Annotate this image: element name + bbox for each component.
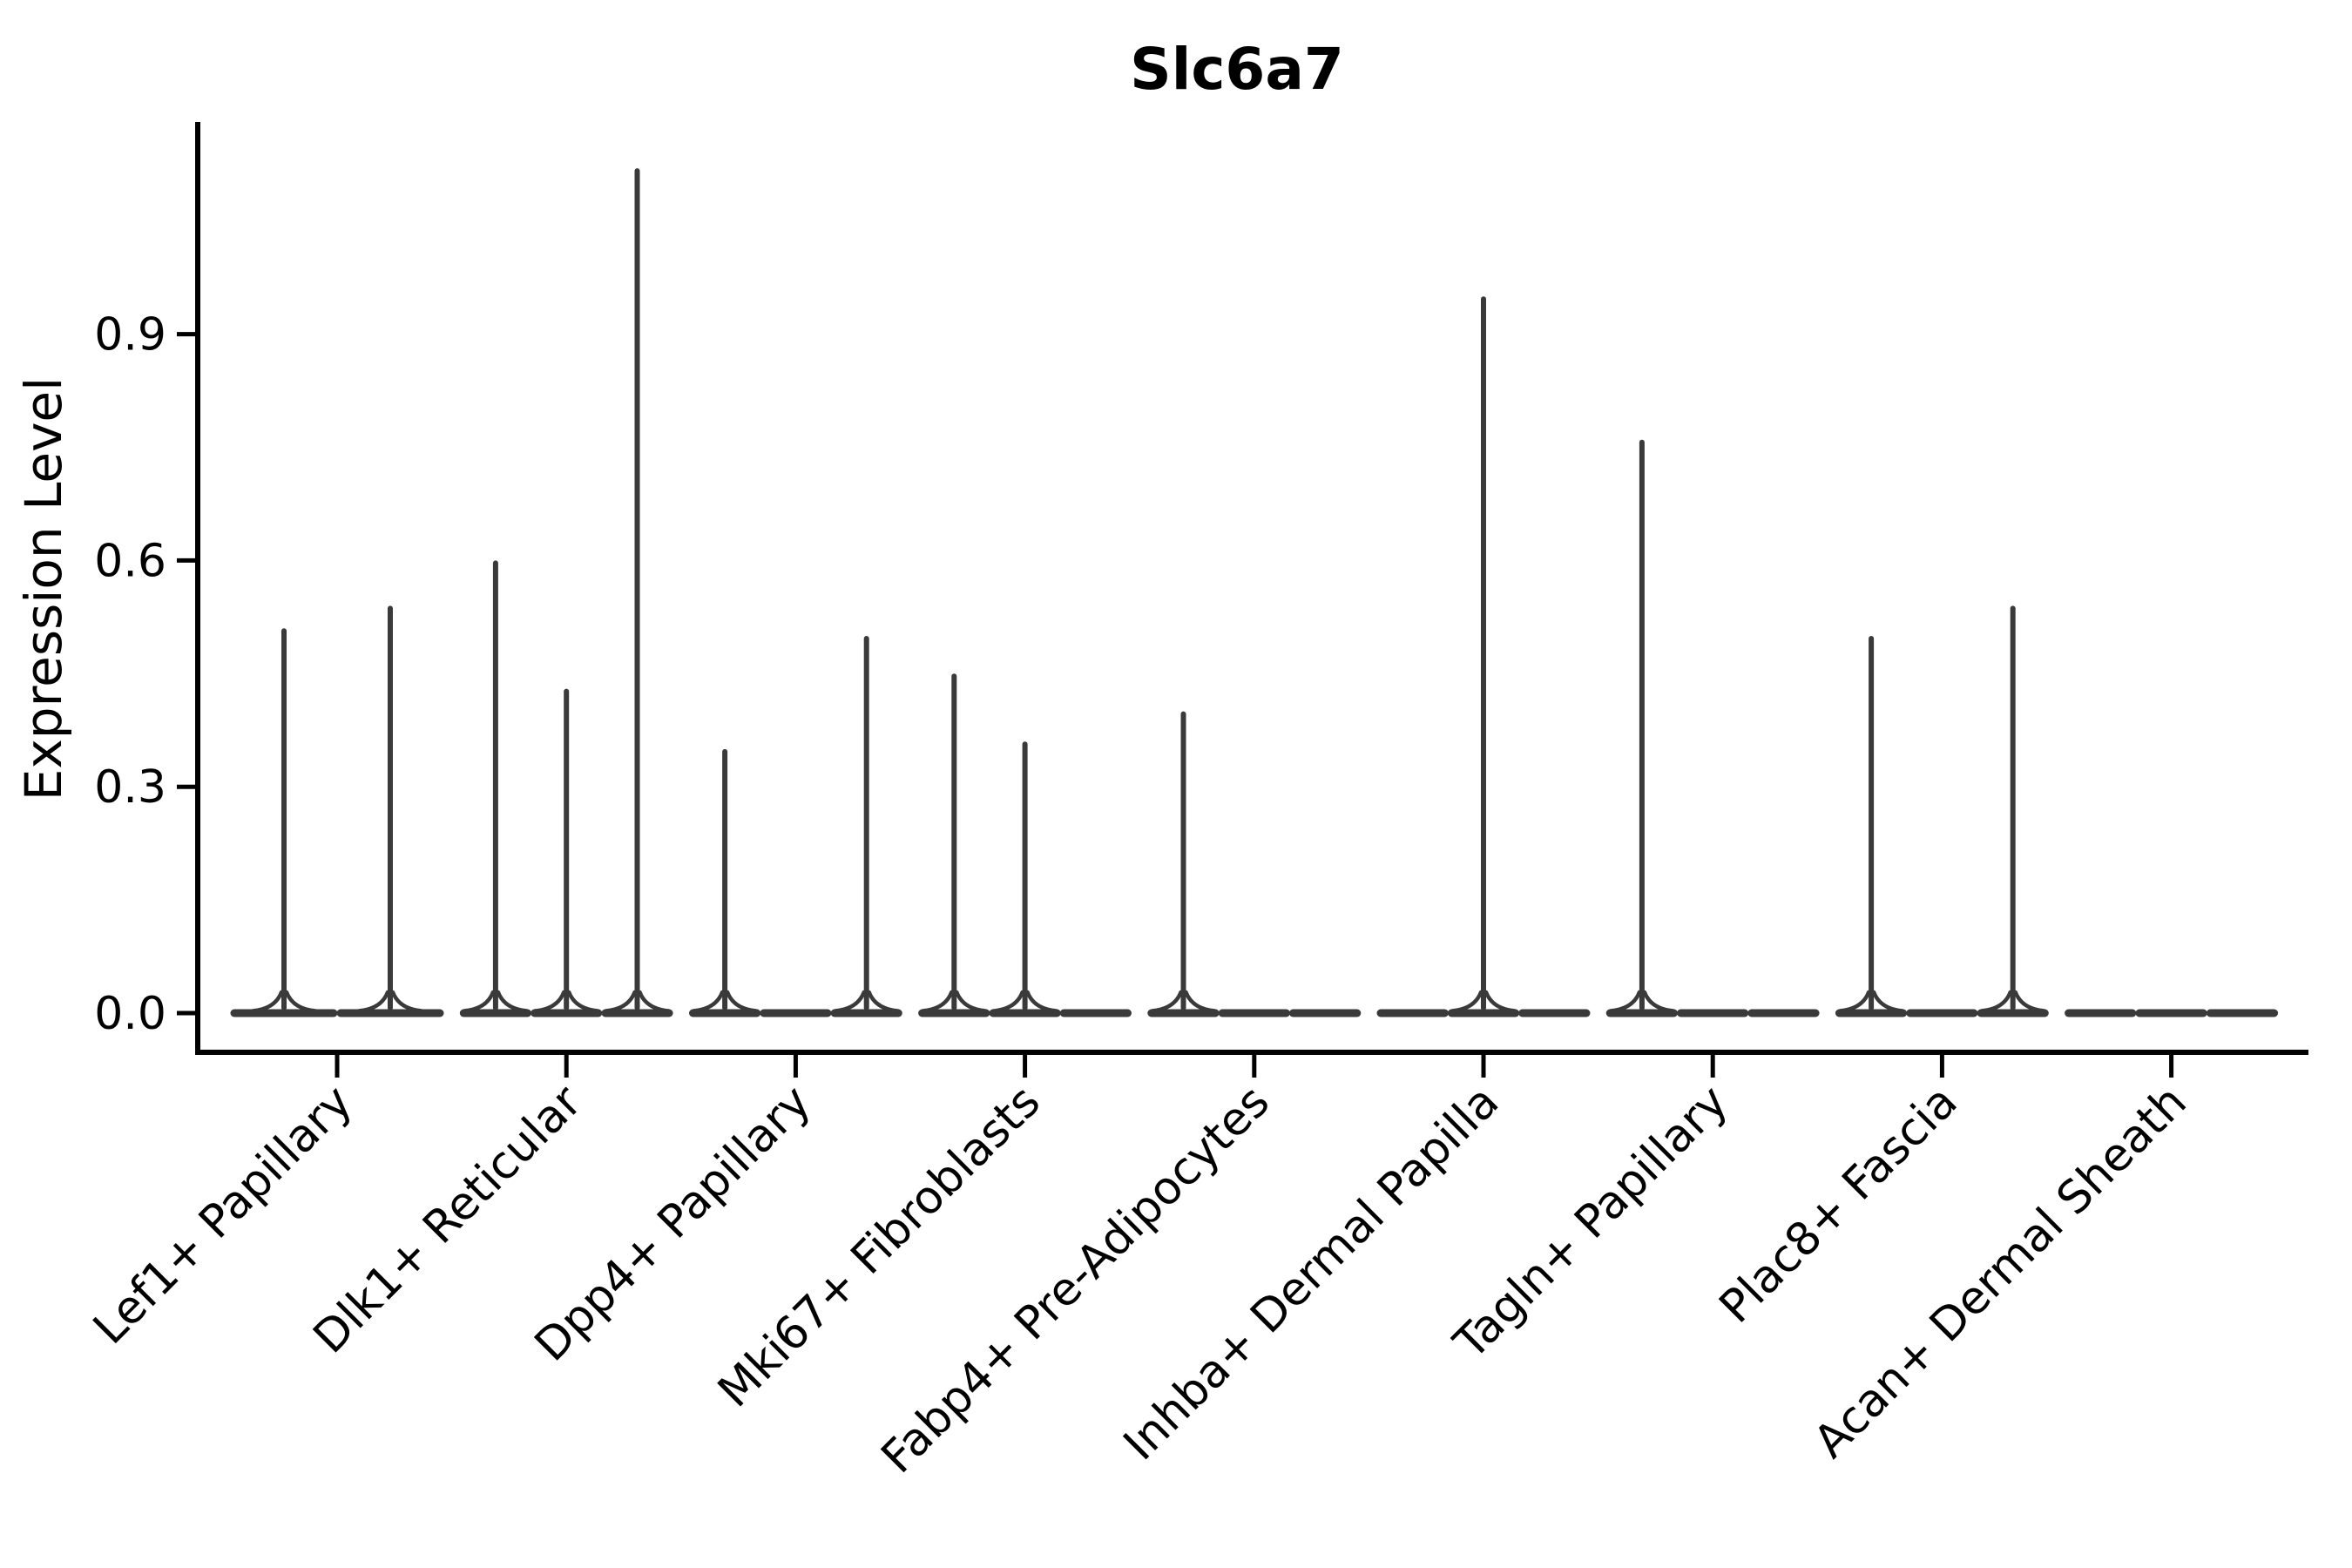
y-tick-label: 0.9 [94,309,166,362]
violin-flare [1450,990,1517,1013]
plot-title: Slc6a7 [1130,36,1344,103]
y-tick-label: 0.0 [94,988,166,1040]
violin-flare [1608,990,1676,1013]
x-tick-label: Fabp4+ Pre-Adipocytes [872,1076,1280,1484]
x-tick-label: Acan+ Dermal Sheath [1804,1076,2197,1469]
violin-flare [1150,990,1217,1013]
y-tick-label: 0.6 [94,535,166,587]
violin-flare [833,990,900,1013]
x-tick-label: Plac8+ Fascia [1710,1076,1968,1334]
x-tick-label: Inhba+ Dermal Papilla [1114,1076,1509,1470]
violin-flare [691,990,759,1013]
violin-flare [921,990,988,1013]
violin-flare [1979,990,2046,1013]
violin-flare [356,990,424,1013]
violin-flare [250,990,318,1013]
violin-flare [1837,990,1905,1013]
violin-flare [604,990,671,1013]
violin-flare [991,990,1058,1013]
y-axis-label: Expression Level [14,377,73,801]
y-tick-label: 0.3 [94,761,166,814]
y-axis-ticks: 0.0 0.3 0.6 0.9 [94,309,196,1040]
violins-group [230,168,2279,1017]
violin-flare [532,990,600,1013]
axes-spines [195,122,2308,1055]
violin-flare [462,990,530,1013]
